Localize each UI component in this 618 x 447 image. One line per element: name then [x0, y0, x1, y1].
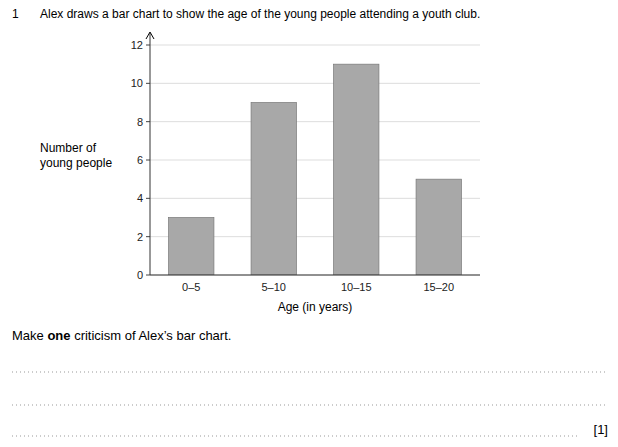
- y-tick-label: 4: [137, 192, 143, 204]
- y-tick: [146, 45, 150, 46]
- y-tick: [146, 121, 150, 122]
- bar: [416, 179, 461, 275]
- grid-line: [150, 83, 480, 84]
- grid-line: [150, 275, 480, 276]
- bar: [169, 218, 214, 276]
- title: Alex draws a bar chart to show the age o…: [40, 7, 480, 21]
- answer-line: [12, 405, 608, 406]
- x-tick-label: 5–10: [262, 281, 286, 293]
- bars: [169, 64, 462, 275]
- question-part: Make: [12, 328, 47, 343]
- y-tick-label: 8: [137, 116, 143, 128]
- x-axis-label: Age (in years): [278, 300, 353, 314]
- axis-arrow: [146, 32, 154, 39]
- chart-container: 1 Alex draws a bar chart to show the age …: [0, 0, 618, 447]
- grid: [150, 45, 480, 275]
- question: Make one criticism of Alex’s bar chart.: [12, 328, 231, 343]
- x-tick-label: 0–5: [182, 281, 200, 293]
- y-tick: [146, 198, 150, 199]
- y-axis-label-line: young people: [40, 156, 112, 170]
- grid-line: [150, 160, 480, 161]
- x-axis: [150, 275, 480, 276]
- bar: [251, 103, 296, 276]
- y-axis: [150, 33, 151, 275]
- y-tick: [146, 160, 150, 161]
- y-axis-label-line: Number of: [40, 141, 97, 155]
- y-tick: [146, 83, 150, 84]
- answer-line: [12, 436, 580, 437]
- marks: [1]: [594, 422, 608, 437]
- y-tick: [146, 275, 150, 276]
- question-number: 1: [12, 7, 19, 21]
- y-tick-label: 6: [137, 154, 143, 166]
- x-tick-label: 15–20: [423, 281, 454, 293]
- y-tick-label: 2: [137, 231, 143, 243]
- y-axis-label: Number ofyoung people: [40, 141, 112, 170]
- grid-line: [150, 121, 480, 122]
- y-tick-label: 12: [131, 39, 143, 51]
- bar: [334, 64, 379, 275]
- answer-line: [12, 372, 608, 373]
- y-tick-label: 0: [137, 269, 143, 281]
- x-tick-label: 10–15: [341, 281, 372, 293]
- question-part: criticism of Alex’s bar chart.: [71, 328, 232, 343]
- y-tick: [146, 236, 150, 237]
- question-part: one: [47, 328, 70, 343]
- chart: 1 Alex draws a bar chart to show the age …: [0, 0, 618, 447]
- y-tick-label: 10: [131, 77, 143, 89]
- grid-line: [150, 45, 480, 46]
